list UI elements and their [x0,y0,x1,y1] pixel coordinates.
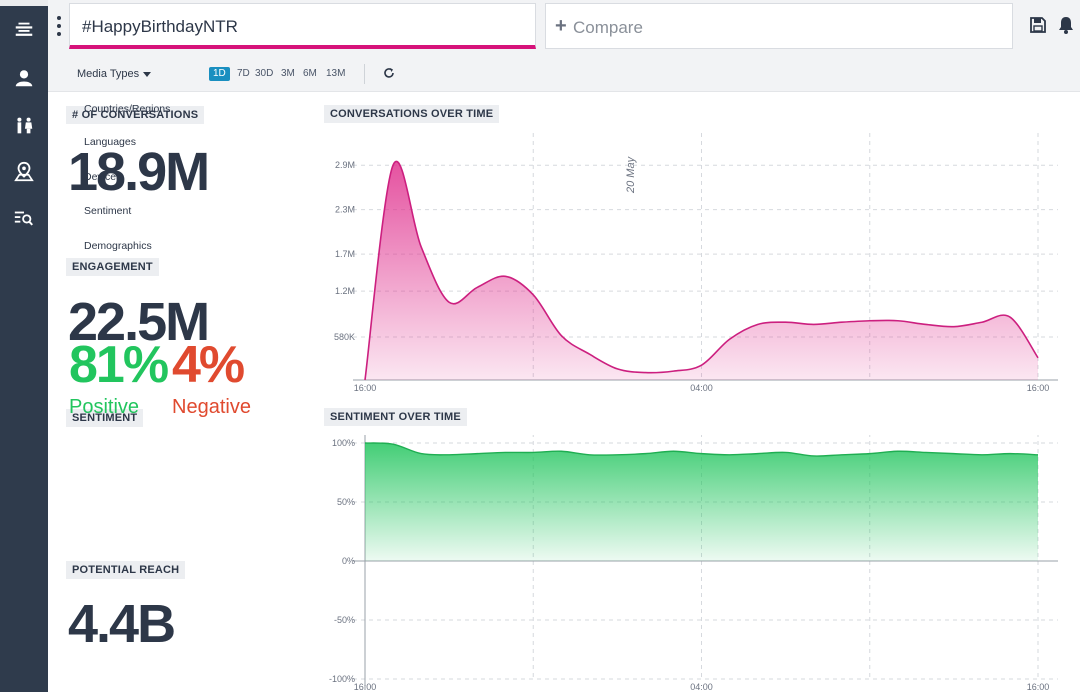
chevron-down-icon [143,71,152,77]
dropdown-item-devices[interactable]: Devices [84,171,122,183]
listening-icon[interactable] [12,18,36,42]
positive-label: Positive [69,396,140,418]
range-30d-button[interactable]: 30D [255,68,274,79]
conv-y-tick: 580K [334,332,355,342]
engagement-value: 22.5M [68,292,210,352]
sent-y-tick: -100% [329,674,355,684]
sent-y-tick: -50% [334,615,355,625]
conv-y-tick: 1.2M [335,286,355,296]
media-types-label[interactable]: Media Types [77,68,140,80]
save-icon[interactable] [1029,16,1047,34]
negative-value: 4% [172,336,245,394]
media-types-dropdown[interactable]: Media Types [77,68,152,80]
conversations-value: 18.9M [68,142,210,202]
date-annotation: 20 May [625,155,637,194]
range-6m-button[interactable]: 6M [303,68,317,79]
sentiment-label: SENTIMENT [66,409,144,427]
listening-icon-svg [15,22,33,36]
engagement-label: ENGAGEMENT [66,258,159,276]
sent-x-tick: 04:00 [690,682,713,692]
audience-icon-svg [15,70,33,87]
sentiment-chart-title: SENTIMENT OVER TIME [324,408,467,426]
sent-y-tick: 0% [342,556,355,566]
range-divider [364,64,365,84]
audience-icon[interactable] [12,66,36,90]
search-query-text[interactable]: #HappyBirthdayNTR [82,17,238,36]
conversations-area [365,161,1038,380]
range-1d-button[interactable]: 1D [209,67,230,81]
range-7d-button[interactable]: 7D [237,68,250,79]
dropdown-item-languages[interactable]: Languages [84,136,136,148]
conv-x-tick: 16:00 [354,383,377,393]
conv-x-tick: 04:00 [690,383,713,393]
compare-label: Compare [573,18,643,37]
dropdown-item-countries[interactable]: Countries/Regions [84,103,171,115]
dropdown-item-sentiment[interactable]: Sentiment [84,205,132,217]
search-list-icon[interactable] [12,206,36,230]
location-icon-svg [14,161,34,182]
more-options-icon[interactable] [56,16,62,36]
positive-value: 81% [69,336,169,394]
demographics-icon-svg [17,117,33,134]
compare-button[interactable]: + Compare [545,3,1013,49]
reach-value: 4.4B [68,594,176,654]
dashboard-main: # OF CONVERSATIONS 18.9M Countries/Regio… [48,93,1080,692]
plus-icon: + [555,15,567,37]
search-list-icon-svg [14,211,33,226]
conv-x-tick: 16:00 [1027,383,1050,393]
bell-icon[interactable] [1057,15,1075,35]
sentiment-chart: 100%50%0%-50%-100%16:00 04:00 16:00 [329,435,1058,692]
reach-label: POTENTIAL REACH [66,561,186,579]
conv-y-tick: 1.7M [335,249,355,259]
search-query-input[interactable]: #HappyBirthdayNTR [69,3,536,49]
query-bar: #HappyBirthdayNTR + Compare [48,0,1080,56]
range-3m-button[interactable]: 3M [281,68,295,79]
conv-y-tick: 2.9M [335,160,355,170]
conversations-chart: 580K 1.2M 1.7M 2.3M 2.9M 16:00 04:00 16:00 20 Ma… [334,133,1058,393]
sent-x-tick: 16:00 [354,682,377,692]
range-13m-button[interactable]: 13M [326,68,346,79]
negative-label: Negative [172,396,251,418]
sentiment-line [364,442,1039,457]
sidebar-top-strip [0,0,48,6]
dropdown-item-demographics[interactable]: Demographics [84,240,152,252]
sent-y-tick: 50% [337,497,355,507]
sent-x-tick: 16:00 [1027,682,1050,692]
location-icon[interactable] [12,160,36,184]
refresh-icon[interactable] [383,67,395,79]
demographics-icon[interactable] [12,114,36,138]
sentiment-area [365,442,1038,561]
conversations-chart-title: CONVERSATIONS OVER TIME [324,105,500,123]
sent-y-tick: 100% [332,438,355,448]
conv-y-tick: 2.3M [335,205,355,215]
filter-bar: Media Types 1D 7D 30D 3M 6M 13M [48,56,1080,92]
conversations-line [364,160,1039,381]
sidebar [0,0,48,692]
conversations-label: # OF CONVERSATIONS [66,106,205,124]
